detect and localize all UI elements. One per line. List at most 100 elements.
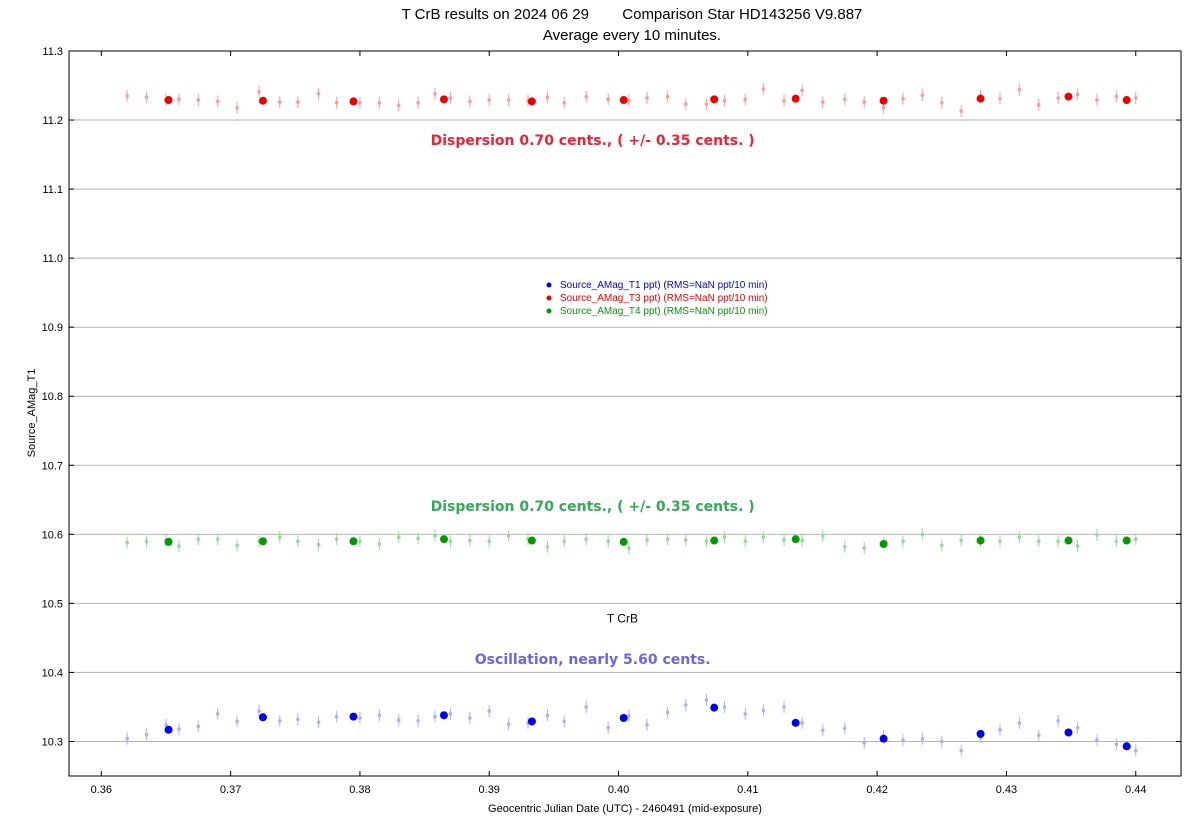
raw-point xyxy=(939,96,944,109)
raw-point-marker xyxy=(843,97,847,102)
raw-point xyxy=(416,532,420,545)
raw-point-marker xyxy=(433,714,437,719)
raw-point-marker xyxy=(562,719,567,724)
raw-point-marker xyxy=(468,99,472,104)
average-point xyxy=(349,712,358,721)
y-tick-label: 11.1 xyxy=(42,184,63,196)
raw-point-marker xyxy=(448,96,453,100)
raw-point-marker xyxy=(164,723,168,727)
raw-point-marker xyxy=(433,92,437,96)
raw-point-marker xyxy=(416,100,420,105)
raw-point-marker xyxy=(334,100,339,105)
raw-point-marker xyxy=(843,726,847,731)
raw-point-marker xyxy=(1036,733,1041,738)
raw-point-marker xyxy=(862,100,867,104)
raw-point xyxy=(722,700,727,713)
y-tick-label: 10.9 xyxy=(42,322,63,334)
raw-point xyxy=(358,712,362,724)
raw-point-marker xyxy=(959,538,963,543)
raw-point xyxy=(821,724,825,737)
raw-point-marker xyxy=(215,537,220,541)
raw-point-marker xyxy=(1133,537,1138,541)
raw-point xyxy=(468,712,472,724)
raw-point-marker xyxy=(316,542,321,547)
raw-point xyxy=(843,722,847,735)
raw-point-marker xyxy=(377,100,382,105)
y-tick-label: 10.4 xyxy=(42,667,63,679)
raw-series-1 xyxy=(125,694,1138,757)
average-point xyxy=(1064,92,1073,101)
raw-point xyxy=(939,735,944,748)
raw-point-marker xyxy=(257,709,261,713)
raw-point xyxy=(334,533,339,546)
raw-point-marker xyxy=(800,538,804,543)
raw-point xyxy=(416,96,420,109)
raw-point xyxy=(722,94,727,107)
raw-point xyxy=(862,96,867,109)
raw-point xyxy=(377,96,382,109)
average-point xyxy=(439,95,448,104)
raw-point-marker xyxy=(1095,533,1099,537)
raw-point xyxy=(1095,529,1099,542)
x-tick-label: 0.39 xyxy=(479,784,500,796)
raw-point-marker xyxy=(665,537,670,541)
raw-point xyxy=(1036,729,1041,742)
raw-point xyxy=(959,534,963,547)
raw-point xyxy=(782,700,786,713)
plot-area xyxy=(68,50,1182,777)
legend-marker xyxy=(546,295,552,301)
average-point xyxy=(527,97,536,106)
raw-point xyxy=(1133,744,1138,757)
raw-point xyxy=(257,85,261,98)
raw-point xyxy=(901,734,905,747)
raw-point xyxy=(1056,91,1060,104)
raw-point-marker xyxy=(959,748,963,753)
raw-point xyxy=(562,96,567,109)
average-point xyxy=(1122,742,1131,751)
raw-point-marker xyxy=(920,736,925,741)
raw-point-marker xyxy=(800,721,804,725)
y-axis-label: Source_AMag_T1 xyxy=(26,369,38,458)
raw-point-marker xyxy=(901,738,905,742)
raw-point-marker xyxy=(235,543,239,548)
raw-point-marker xyxy=(416,536,420,541)
raw-point xyxy=(920,528,925,541)
x-tick-label: 0.43 xyxy=(996,784,1017,796)
annotation-4: Oscillation, nearly 5.60 cents. xyxy=(475,652,711,668)
raw-point-marker xyxy=(125,540,129,545)
y-tick-label: 10.7 xyxy=(42,460,63,472)
raw-point-marker xyxy=(704,698,709,702)
raw-point-marker xyxy=(487,709,492,713)
raw-point-marker xyxy=(468,538,472,543)
raw-point xyxy=(761,704,766,717)
y-tick-label: 10.3 xyxy=(42,736,63,748)
raw-point xyxy=(562,715,567,728)
x-tick-label: 0.37 xyxy=(220,784,241,796)
x-tick-label: 0.38 xyxy=(349,784,370,796)
raw-point-marker xyxy=(144,539,149,544)
legend: Source_AMag_T1 ppt) (RMS=NaN ppt/10 min)… xyxy=(546,280,768,317)
raw-point xyxy=(196,720,201,733)
raw-point xyxy=(196,533,201,546)
raw-point-marker xyxy=(627,98,631,103)
raw-point xyxy=(920,732,925,745)
raw-point-marker xyxy=(821,728,825,733)
raw-point-marker xyxy=(396,103,401,108)
average-point xyxy=(527,536,536,545)
raw-point-marker xyxy=(334,714,339,719)
raw-point xyxy=(1075,721,1080,734)
raw-point xyxy=(1075,540,1080,553)
raw-point-marker xyxy=(416,718,420,723)
raw-point xyxy=(125,536,129,549)
raw-series-2 xyxy=(125,82,1138,118)
average-point xyxy=(164,725,173,734)
raw-point xyxy=(215,95,220,108)
raw-point xyxy=(545,540,550,553)
raw-point xyxy=(1095,94,1099,107)
x-axis-label: Geocentric Julian Date (UTC) - 2460491 (… xyxy=(488,803,762,815)
average-point xyxy=(879,96,888,105)
average-point xyxy=(1122,536,1131,545)
average-point xyxy=(791,718,800,727)
raw-point xyxy=(584,90,589,103)
raw-point-marker xyxy=(235,105,239,110)
